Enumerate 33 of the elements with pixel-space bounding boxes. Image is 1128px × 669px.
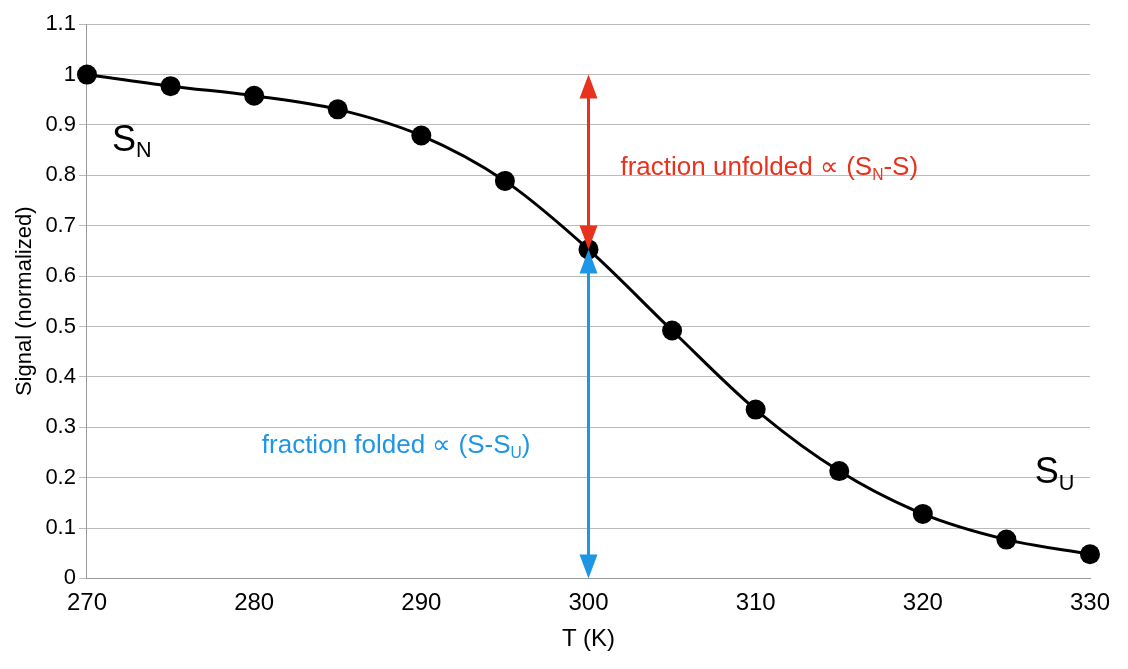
x-tick-label: 320 xyxy=(902,588,943,616)
y-tick-label: 0.4 xyxy=(45,362,76,388)
x-tick-label: 270 xyxy=(66,588,108,616)
y-tick-label: 1.1 xyxy=(45,10,76,36)
y-tick-label: 0.2 xyxy=(45,463,76,489)
point xyxy=(829,461,850,482)
y-tick-label: 0.5 xyxy=(45,312,76,338)
x-tick-label: 330 xyxy=(1069,588,1111,616)
y-tick-label: 0.9 xyxy=(45,111,76,137)
point xyxy=(160,76,181,97)
x-tick-label: 290 xyxy=(401,588,442,616)
y-tick-label: 0.7 xyxy=(45,211,76,237)
y-tick-label: 1 xyxy=(63,60,76,86)
point xyxy=(996,529,1017,550)
point xyxy=(244,85,265,106)
x-tick-label: 300 xyxy=(568,588,609,616)
point xyxy=(912,503,933,524)
point xyxy=(745,399,766,420)
y-tick-label: 0.6 xyxy=(45,262,76,288)
point xyxy=(1080,544,1100,565)
point xyxy=(76,64,97,85)
point xyxy=(411,125,432,146)
x-axis-title: T (K) xyxy=(562,624,615,652)
y-tick-label: 0.1 xyxy=(45,514,76,540)
x-tick-label: 310 xyxy=(735,588,776,616)
y-tick-label: 0 xyxy=(63,564,76,590)
point xyxy=(327,99,348,120)
x-tick-label: 280 xyxy=(234,588,275,616)
point xyxy=(494,170,515,191)
y-tick-label: 0.3 xyxy=(45,413,76,439)
y-axis-title: Signal (normalized) xyxy=(11,206,37,397)
point xyxy=(662,320,683,341)
y-tick-label: 0.8 xyxy=(45,161,76,187)
